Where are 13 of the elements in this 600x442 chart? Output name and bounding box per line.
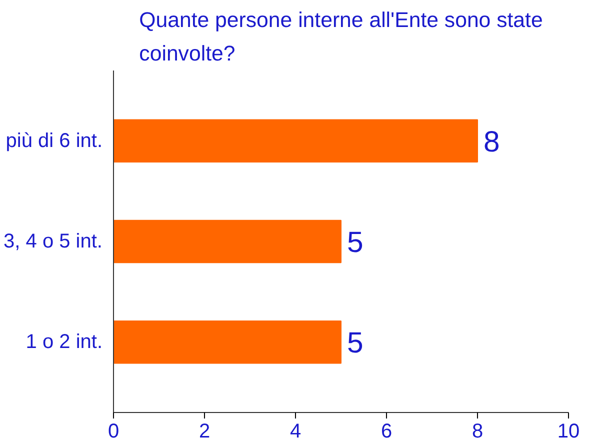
x-tick-label: 10	[557, 420, 580, 442]
chart-title: Quante persone interne all'Ente sono state coinvolte?	[139, 8, 543, 66]
y-tick-label: più di 6 int.	[6, 130, 103, 152]
y-tick-label: 3, 4 o 5 int.	[4, 230, 103, 252]
data-label: 8	[484, 125, 500, 158]
x-tick-label: 0	[108, 420, 120, 442]
data-label: 5	[347, 226, 364, 259]
x-tick-label: 6	[380, 420, 392, 442]
data-label: 5	[347, 326, 364, 360]
x-tick-label: 8	[472, 420, 484, 442]
y-tick-label: 1 o 2 int.	[26, 331, 102, 354]
x-tick-label: 2	[198, 420, 210, 442]
x-tick-label: 4	[290, 420, 302, 442]
